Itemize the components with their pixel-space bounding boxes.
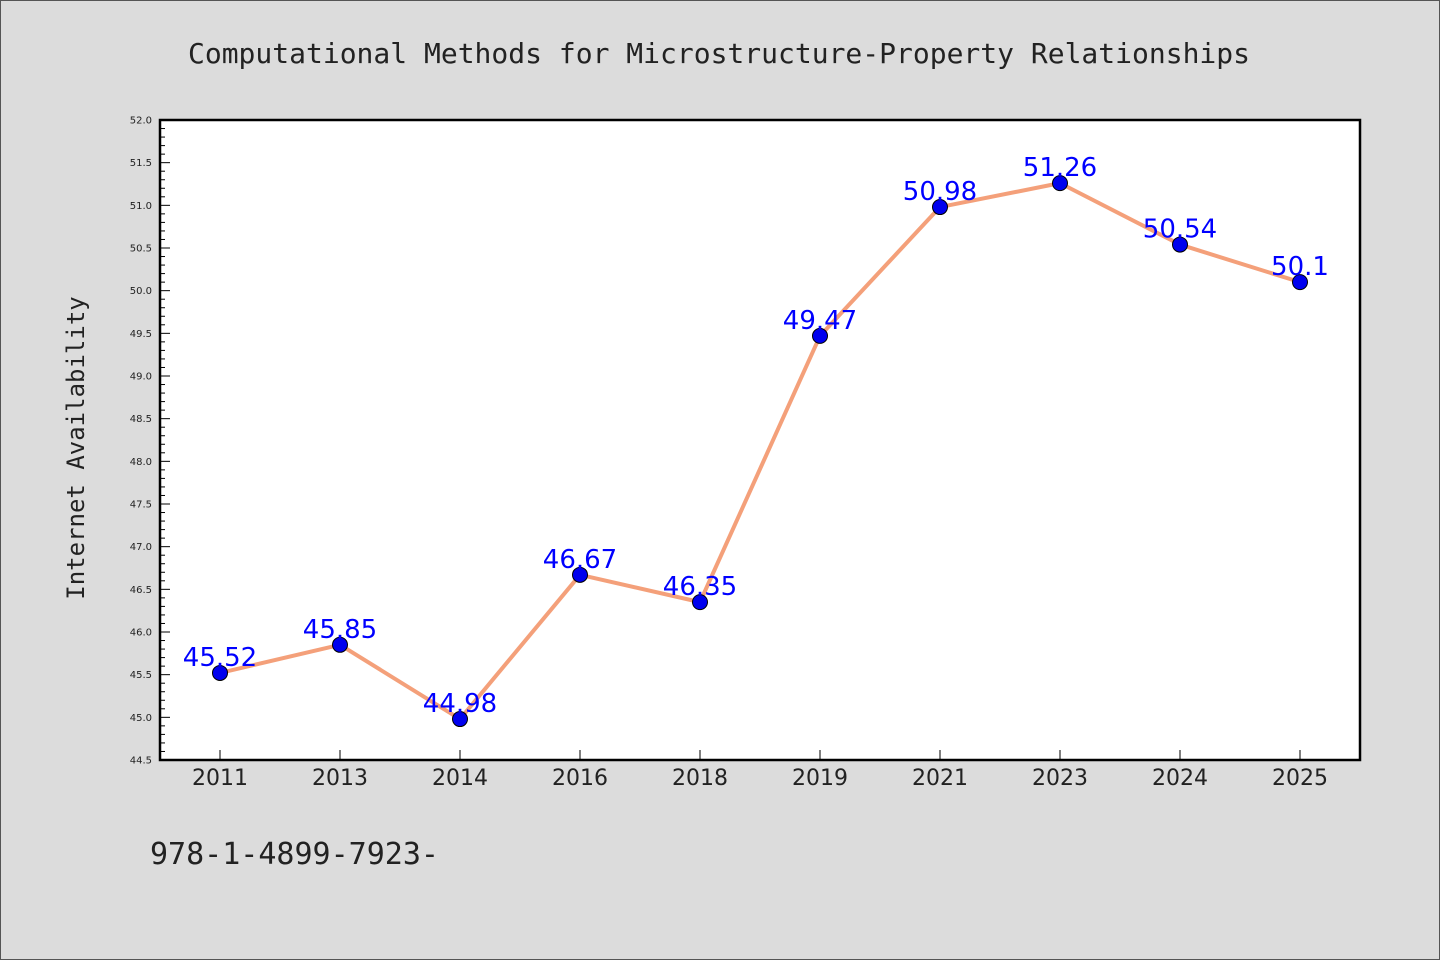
y-tick-label: 48.5	[130, 414, 152, 425]
data-label: 51.26	[1023, 153, 1097, 183]
y-tick-label: 48.0	[130, 457, 152, 468]
y-tick-label: 50.0	[130, 286, 152, 297]
x-tick-label: 2019	[792, 766, 848, 791]
data-labels: 45.52 45.85 44.98 46.67 46.35 49.47 50.98 51.26…	[183, 153, 1329, 719]
x-tick-label: 2014	[432, 766, 488, 791]
y-tick-label: 47.5	[130, 500, 152, 511]
y-tick-label: 51.5	[130, 158, 152, 169]
y-tick-label: 47.0	[130, 542, 152, 553]
y-axis-label: Internet Availability	[62, 296, 90, 599]
data-label: 50.1	[1271, 252, 1329, 282]
data-point	[452, 711, 468, 728]
data-label: 49.47	[783, 306, 857, 336]
x-tick-label: 2011	[192, 766, 248, 791]
x-tick-label: 2013	[312, 766, 368, 791]
y-tick-label: 45.0	[130, 713, 152, 724]
y-tick-label: 50.5	[130, 244, 152, 255]
data-label: 44.98	[423, 689, 497, 719]
x-tick-label: 2025	[1272, 766, 1328, 791]
footer-text: 978-1-4899-7923-	[150, 837, 439, 872]
data-point	[572, 566, 588, 583]
plot-frame	[158, 118, 1362, 762]
y-tick-label: 45.5	[130, 670, 152, 681]
x-axis: 2011 2013 2014 2016 2018 2019 2021 2023 2024 2025	[192, 750, 1328, 791]
x-tick-label: 2021	[912, 766, 968, 791]
data-point	[932, 199, 948, 216]
data-point	[812, 327, 828, 344]
x-tick-label: 2024	[1152, 766, 1208, 791]
data-label: 45.52	[183, 643, 257, 673]
data-label: 50.98	[903, 177, 977, 207]
data-label: 46.35	[663, 572, 737, 602]
x-tick-label: 2023	[1032, 766, 1088, 791]
data-label: 50.54	[1143, 215, 1217, 245]
data-point	[1292, 274, 1308, 291]
y-tick-label: 46.0	[130, 628, 152, 639]
data-point	[1052, 175, 1068, 192]
data-point	[1172, 236, 1188, 253]
y-tick-label: 49.0	[130, 372, 152, 383]
data-point	[212, 664, 228, 681]
y-tick-label: 46.5	[130, 585, 152, 596]
data-point	[692, 594, 708, 611]
plot-area	[160, 120, 1360, 760]
x-tick-label: 2018	[672, 766, 728, 791]
y-axis: 44.5 45.0 45.5 46.0 46.5 47.0 47.5 48.0 48.5 49.0…	[130, 116, 170, 767]
y-tick-label: 44.5	[130, 756, 152, 767]
y-tick-label: 52.0	[130, 116, 152, 127]
y-tick-label: 51.0	[130, 201, 152, 212]
data-series	[212, 175, 1308, 728]
y-tick-label: 49.5	[130, 329, 152, 340]
data-label: 45.85	[303, 615, 377, 645]
data-point	[332, 636, 348, 653]
x-tick-label: 2016	[552, 766, 608, 791]
series-line	[218, 181, 1302, 722]
chart-title: Computational Methods for Microstructure…	[188, 37, 1250, 70]
data-label: 46.67	[543, 545, 617, 575]
